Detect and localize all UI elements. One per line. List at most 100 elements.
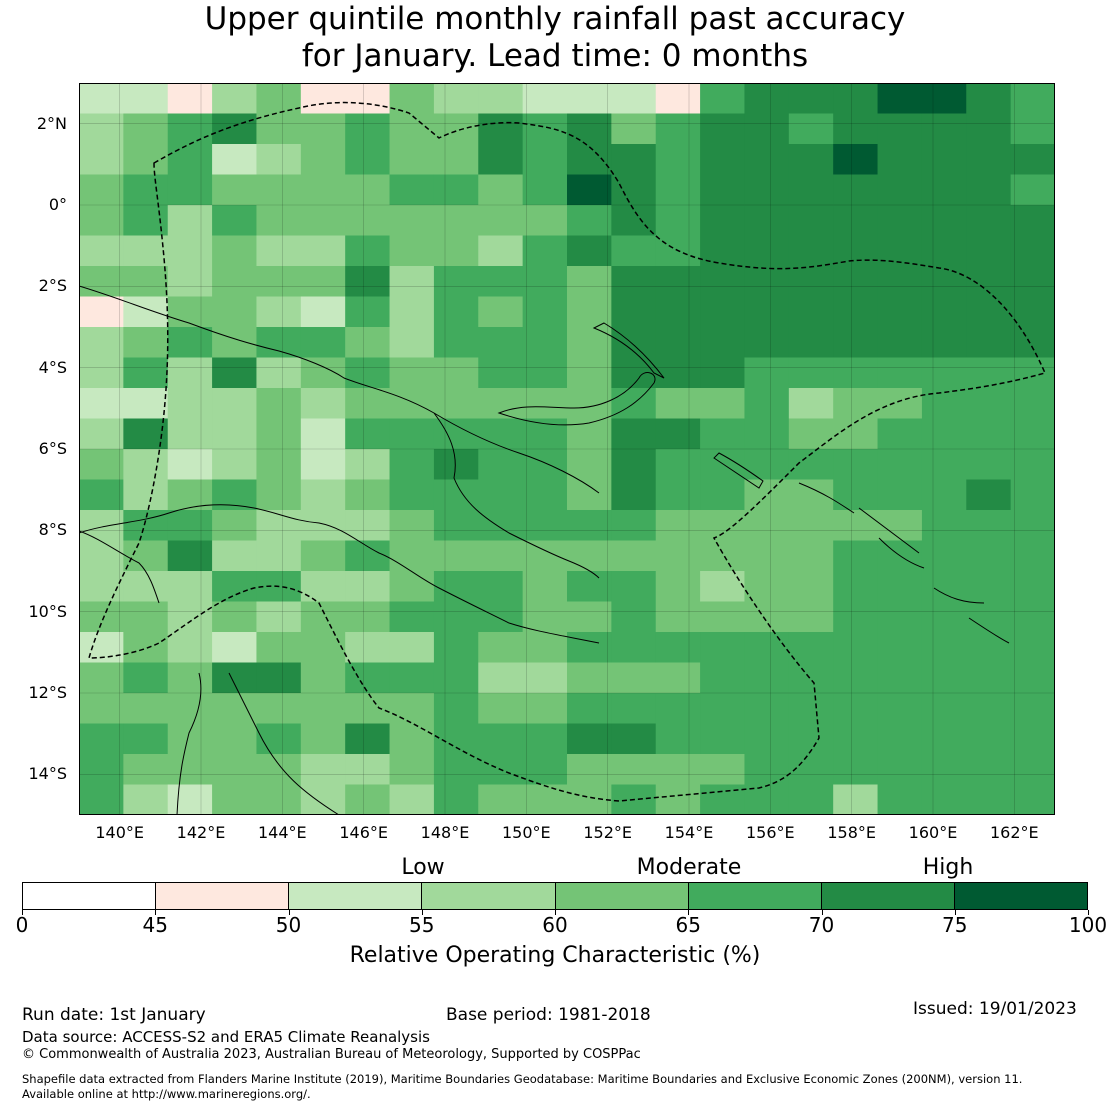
grid-cell (655, 632, 701, 664)
grid-cell (522, 235, 568, 267)
grid-cell (389, 540, 435, 572)
grid-cell (655, 479, 701, 511)
grid-cell (389, 479, 435, 511)
grid-cell (744, 205, 790, 237)
grid-cell (522, 723, 568, 755)
grid-cell (345, 449, 391, 481)
grid-cell (655, 144, 701, 176)
grid-cell (655, 205, 701, 237)
grid-cell (921, 662, 967, 694)
grid-cell (877, 693, 923, 725)
grid-cell (300, 601, 346, 633)
grid-cell (389, 754, 435, 786)
latitude-tick-label: 2°N (36, 113, 67, 133)
grid-cell (655, 510, 701, 542)
grid-cell (167, 754, 213, 786)
grid-cell (345, 571, 391, 603)
grid-cell (167, 601, 213, 633)
colorbar-tick-mark (954, 910, 956, 915)
grid-cell (433, 693, 479, 725)
grid-cell (212, 235, 258, 267)
grid-cell (79, 113, 124, 145)
grid-cell (655, 784, 701, 815)
grid-cell (567, 601, 612, 633)
grid-cell (79, 662, 124, 694)
grid-cell (655, 571, 701, 603)
grid-cell (1010, 479, 1055, 511)
grid-cell (966, 327, 1012, 359)
grid-cell (478, 113, 524, 145)
grid-cell (167, 388, 213, 420)
new-britain-coast (497, 372, 656, 426)
grid-cell (433, 174, 479, 206)
grid-cell (300, 449, 346, 481)
grid-cell (788, 784, 834, 815)
grid-cell (300, 510, 346, 542)
grid-cell (123, 144, 169, 176)
grid-cell (877, 388, 923, 420)
grid-cell (212, 601, 258, 633)
colorbar-tick-label: 0 (15, 913, 29, 937)
grid-cell (256, 357, 302, 389)
grid-cell (788, 479, 834, 511)
grid-cell (79, 479, 124, 511)
grid-cell (655, 327, 701, 359)
grid-cell (788, 327, 834, 359)
grid-cell (389, 388, 435, 420)
grid-cell (921, 418, 967, 450)
grid-cell (256, 632, 302, 664)
grid-cell (79, 144, 124, 176)
grid-cell (478, 479, 524, 511)
grid-cell (921, 205, 967, 237)
longitude-tick-label: 160°E (908, 823, 958, 842)
grid-cell (256, 479, 302, 511)
grid-cell (79, 784, 124, 815)
grid-cell (79, 571, 124, 603)
grid-cell (167, 418, 213, 450)
grid-cell (123, 113, 169, 145)
colorbar-tick-label: 65 (675, 913, 701, 937)
grid-cell (611, 571, 657, 603)
grid-cell (567, 571, 612, 603)
grid-cell (300, 205, 346, 237)
grid-cell (522, 632, 568, 664)
grid-cell (256, 83, 302, 115)
grid-cell (744, 632, 790, 664)
grid-cell (788, 144, 834, 176)
latitude-tick-label: 0° (48, 195, 67, 214)
grid-cell (611, 113, 657, 145)
grid-cell (167, 266, 213, 298)
grid-cell (389, 662, 435, 694)
grid-cell (300, 632, 346, 664)
grid-cell (256, 144, 302, 176)
grid-cell (300, 693, 346, 725)
grid-cell (256, 235, 302, 267)
grid-cell (256, 601, 302, 633)
grid-cell (744, 662, 790, 694)
grid-cell (167, 632, 213, 664)
grid-cell (877, 662, 923, 694)
grid-cell (389, 723, 435, 755)
grid-cell (567, 754, 612, 786)
grid-cell (1010, 662, 1055, 694)
grid-cell (1010, 327, 1055, 359)
grid-cell (389, 632, 435, 664)
coastlines (79, 285, 1010, 815)
grid-cell (212, 571, 258, 603)
grid-cell (744, 510, 790, 542)
grid-cell (212, 693, 258, 725)
grid-cell (478, 388, 524, 420)
grid-cell (300, 357, 346, 389)
grid-cell (966, 754, 1012, 786)
grid-cell (123, 601, 169, 633)
grid-cell (1010, 113, 1055, 145)
grid-cell (522, 388, 568, 420)
grid-cell (877, 601, 923, 633)
grid-cell (212, 418, 258, 450)
grid-cell (788, 113, 834, 145)
grid-cell (788, 266, 834, 298)
grid-cell (167, 510, 213, 542)
grid-cell (522, 693, 568, 725)
grid-cell (567, 205, 612, 237)
colorbar-tick-mark (288, 910, 290, 915)
